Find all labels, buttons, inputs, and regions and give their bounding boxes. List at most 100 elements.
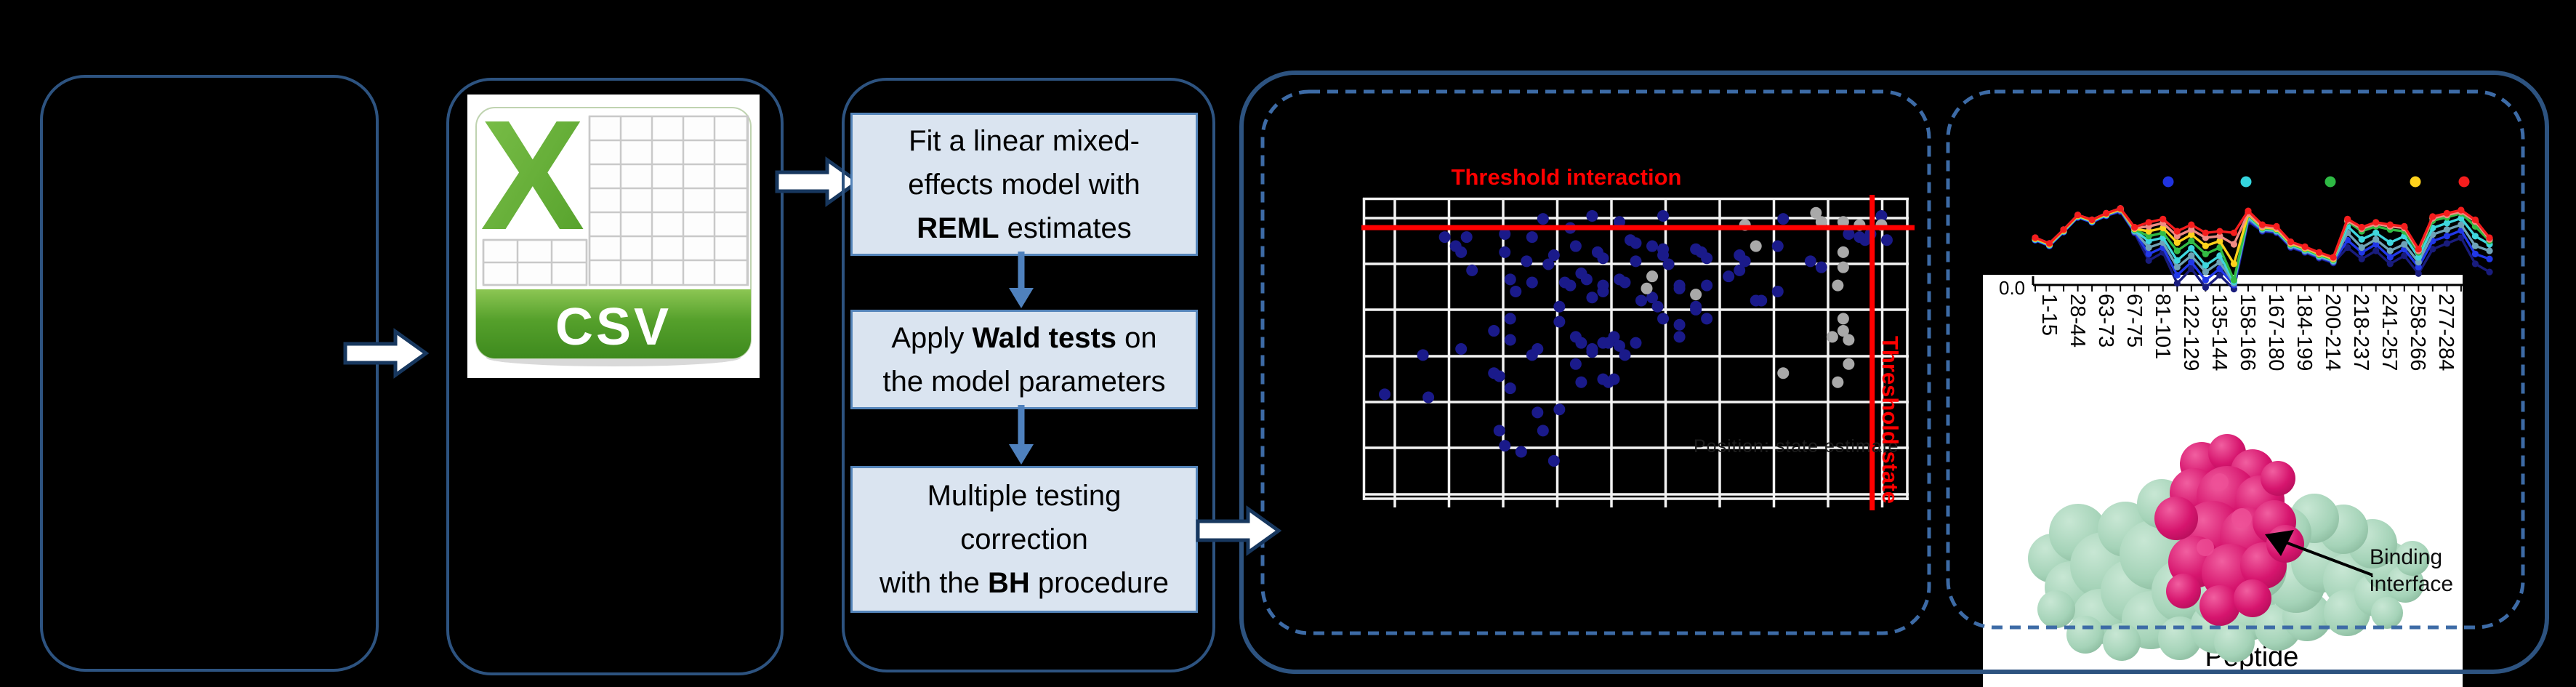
data-point xyxy=(2202,250,2209,257)
data-point xyxy=(1723,270,1735,283)
flow-step-text: Apply xyxy=(891,321,973,354)
data-point xyxy=(2358,223,2365,231)
data-point xyxy=(1646,292,1659,304)
data-point xyxy=(1510,285,1522,297)
data-point xyxy=(2145,233,2152,240)
data-point xyxy=(2216,237,2223,245)
flow-step-text: on xyxy=(1116,321,1157,354)
binding-arrow-line xyxy=(2271,536,2373,576)
outer-box-border xyxy=(1239,71,2549,674)
data-point xyxy=(2287,238,2295,246)
legend-dot-icon xyxy=(2458,176,2470,188)
data-point xyxy=(1455,343,1468,355)
uptake-legend xyxy=(2162,176,2470,188)
data-point xyxy=(2415,246,2422,253)
threshold-scatter-plot xyxy=(1361,195,1915,510)
data-point xyxy=(2386,254,2394,261)
data-point xyxy=(2415,254,2422,261)
data-point xyxy=(2202,284,2209,291)
threshold-interaction-label: Threshold interaction xyxy=(1451,164,1682,190)
data-point xyxy=(2443,220,2450,227)
data-point xyxy=(1635,294,1648,307)
data-point xyxy=(1438,231,1451,244)
data-point xyxy=(2273,222,2280,230)
data-point xyxy=(1875,209,1888,222)
data-point xyxy=(1701,279,1713,292)
data-point xyxy=(2471,250,2479,257)
results-outer-box xyxy=(1239,71,2549,674)
data-point xyxy=(2486,255,2493,262)
data-point xyxy=(2160,215,2167,222)
interaction-dashed-box xyxy=(1260,89,1931,635)
flow-step-2: Apply Wald tests on the model parameters xyxy=(850,310,1198,409)
data-point xyxy=(1832,376,1844,388)
binding-interface-label: Binding interface xyxy=(2370,545,2454,596)
flow-step-1: Fit a linear mixed-effects model with REM… xyxy=(850,113,1198,256)
data-point xyxy=(2372,229,2380,236)
excel-x-glyph: X xyxy=(480,95,584,262)
data-point xyxy=(1417,349,1429,361)
surface-bump xyxy=(2234,579,2271,617)
data-point xyxy=(1832,279,1844,292)
data-point xyxy=(1815,216,1827,228)
data-point xyxy=(1690,289,1702,301)
data-point xyxy=(1608,373,1620,385)
arrow-input-to-csv xyxy=(343,328,429,379)
data-point xyxy=(1575,376,1587,388)
data-point xyxy=(2443,233,2450,240)
data-point xyxy=(1843,358,1855,370)
block-arrow-icon xyxy=(1196,505,1281,556)
data-point xyxy=(2188,231,2195,238)
data-point xyxy=(2386,247,2394,254)
data-point xyxy=(2429,213,2436,220)
data-point xyxy=(1843,228,1855,240)
data-point xyxy=(2458,221,2465,228)
data-point xyxy=(1460,231,1473,244)
data-point xyxy=(1613,340,1625,352)
surface-bump xyxy=(2261,461,2295,496)
csv-photo: X CSV xyxy=(467,87,760,378)
legend-dot-icon xyxy=(2240,176,2252,188)
data-point xyxy=(2202,268,2209,276)
surface-bump xyxy=(2199,585,2240,626)
data-point xyxy=(2471,233,2479,240)
flow-step-text: REML xyxy=(917,212,999,244)
data-point xyxy=(1564,279,1577,292)
data-point xyxy=(2145,219,2152,226)
data-point xyxy=(1537,425,1549,437)
data-point xyxy=(2372,219,2380,226)
faint-axis-annotation: Position: state estimate xyxy=(1694,436,1899,457)
surface-bump xyxy=(2371,597,2403,629)
data-point xyxy=(1630,255,1642,268)
data-point xyxy=(1750,240,1762,252)
data-point xyxy=(1569,358,1582,370)
data-point xyxy=(2173,239,2181,246)
data-point xyxy=(1580,273,1593,286)
flow-step-text: BH xyxy=(987,567,1030,599)
data-point xyxy=(2415,270,2422,277)
data-point xyxy=(2429,246,2436,253)
surface-bump xyxy=(2103,623,2141,661)
data-point xyxy=(2188,259,2195,266)
surface-bump xyxy=(2395,541,2430,576)
data-point xyxy=(1630,237,1642,249)
flow-step-3: Multiple testing correction with the BH pr… xyxy=(850,466,1198,613)
data-point xyxy=(2443,209,2450,217)
surface-highlight xyxy=(2231,508,2252,529)
data-point xyxy=(2188,245,2195,252)
data-point xyxy=(1547,249,1560,262)
spreadsheet-grid-icon xyxy=(482,115,749,286)
flow-step-line: Fit a linear mixed- xyxy=(853,119,1196,163)
data-point xyxy=(1553,300,1566,313)
data-point xyxy=(2074,212,2082,219)
data-point xyxy=(2131,223,2138,231)
data-point xyxy=(1826,331,1838,343)
uptake-panel: 0.0 1-15 28-44 63-73 67-75 81-101 122-129 135-… xyxy=(1983,275,2463,687)
data-point xyxy=(1777,367,1790,379)
peptide-axis xyxy=(2032,276,2463,292)
data-point xyxy=(2145,237,2152,245)
csv-file-icon: X CSV xyxy=(475,87,752,366)
data-point xyxy=(2230,260,2237,268)
data-point xyxy=(1641,282,1653,294)
